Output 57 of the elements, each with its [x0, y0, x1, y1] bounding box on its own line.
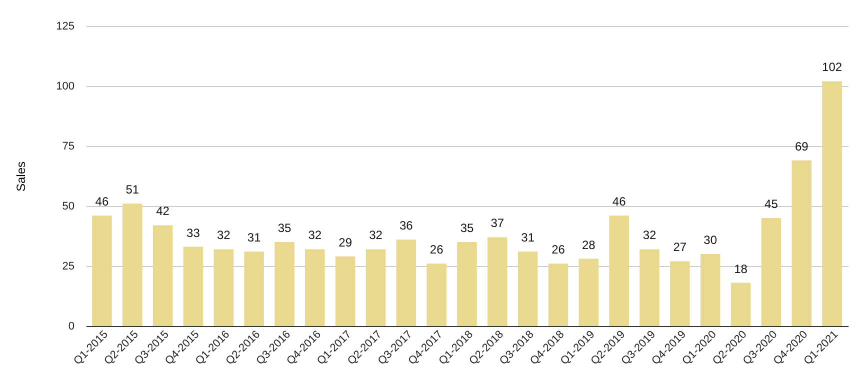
data-label: 35: [460, 221, 474, 235]
data-label: 102: [822, 60, 842, 74]
data-label: 26: [552, 242, 566, 257]
bar: [92, 216, 112, 326]
bar: [640, 249, 660, 326]
bar: [792, 160, 812, 326]
bar: [335, 256, 356, 326]
data-label: 37: [490, 216, 504, 230]
data-label: 32: [369, 228, 383, 242]
y-tick-label: 75: [62, 140, 74, 152]
data-label: 46: [612, 194, 626, 209]
bar: [548, 264, 568, 326]
data-label: 18: [734, 262, 748, 276]
data-label: 42: [156, 204, 170, 218]
data-label: 33: [186, 226, 200, 240]
data-label: 36: [399, 218, 414, 233]
bar: [122, 204, 142, 326]
bar: [183, 246, 204, 326]
y-tick-label: 125: [56, 20, 74, 32]
bar: [305, 249, 325, 326]
data-label: 32: [642, 228, 657, 242]
data-label: 28: [582, 238, 596, 252]
bar: [822, 81, 842, 326]
y-tick-label: 50: [62, 200, 74, 212]
bar: [488, 237, 508, 326]
data-label: 32: [308, 228, 322, 242]
data-label: 69: [794, 139, 809, 154]
y-tick-label: 0: [68, 320, 74, 332]
bar: [670, 261, 690, 326]
data-label: 26: [430, 242, 444, 257]
bar: [700, 254, 720, 326]
y-tick-label: 100: [56, 80, 74, 92]
data-label: 30: [704, 233, 718, 247]
bar: [578, 258, 599, 326]
bar: [214, 249, 234, 326]
bar: [274, 242, 294, 326]
data-label: 31: [521, 230, 535, 245]
bar: [457, 242, 477, 326]
bar: [426, 264, 446, 326]
y-axis-title: Sales: [14, 161, 28, 192]
bar: [761, 218, 782, 326]
bar: [244, 252, 264, 326]
bar: [609, 216, 629, 326]
data-label: 31: [247, 230, 262, 245]
data-label: 35: [278, 221, 292, 235]
data-label: 45: [764, 197, 778, 211]
bar: [518, 252, 538, 326]
bar: [396, 240, 416, 326]
data-label: 46: [95, 194, 109, 209]
bar: [366, 249, 386, 326]
data-label: 51: [126, 182, 140, 197]
data-label: 29: [338, 235, 352, 250]
data-label: 32: [216, 228, 231, 242]
y-tick-label: 25: [62, 260, 74, 272]
data-label: 27: [673, 240, 687, 254]
bar: [152, 225, 173, 326]
bar: [730, 282, 751, 326]
